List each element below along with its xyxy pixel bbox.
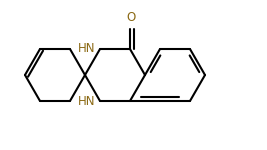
Text: HN: HN (77, 42, 95, 54)
Text: O: O (126, 11, 136, 24)
Text: HN: HN (77, 96, 95, 108)
